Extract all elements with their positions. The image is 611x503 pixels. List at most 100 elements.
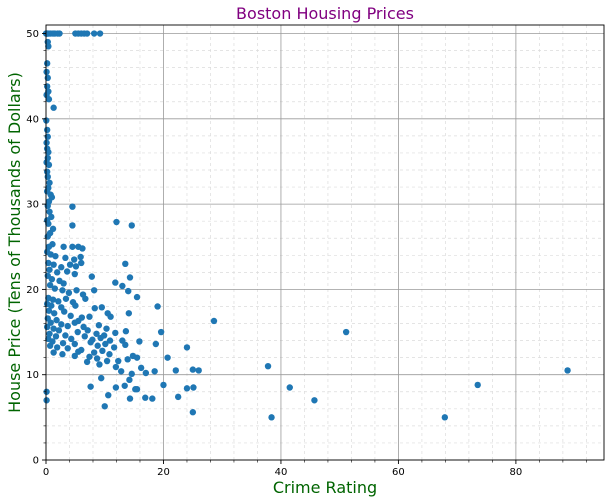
- data-point: [112, 363, 120, 371]
- data-point: [50, 104, 57, 111]
- data-point: [149, 395, 156, 402]
- data-point: [128, 222, 135, 229]
- data-point: [75, 348, 82, 355]
- y-axis: 0 10 20 30 40 50: [26, 29, 46, 467]
- data-point: [78, 259, 85, 267]
- data-point: [90, 349, 98, 356]
- data-point: [564, 367, 571, 374]
- data-point: [67, 312, 74, 320]
- data-point: [52, 252, 59, 260]
- data-point: [286, 384, 293, 391]
- data-point: [71, 352, 78, 360]
- data-point: [72, 302, 79, 309]
- data-point: [45, 148, 52, 156]
- data-point: [105, 391, 112, 399]
- x-tick-label: 20: [157, 467, 170, 478]
- data-point: [311, 397, 318, 404]
- data-point: [66, 261, 74, 268]
- data-point: [90, 287, 98, 294]
- data-point: [183, 344, 191, 351]
- data-point: [53, 269, 61, 276]
- data-point: [55, 298, 62, 305]
- data-point: [133, 293, 141, 301]
- data-point: [95, 322, 103, 329]
- data-point: [126, 395, 134, 402]
- data-point: [70, 256, 78, 263]
- data-point: [43, 388, 50, 395]
- data-point: [74, 328, 81, 336]
- data-point: [133, 354, 141, 361]
- data-point: [50, 261, 57, 268]
- data-point: [60, 243, 67, 250]
- data-point: [63, 268, 71, 275]
- x-tick-label: 0: [43, 467, 49, 478]
- data-point: [96, 30, 104, 37]
- y-tick-label: 40: [26, 114, 39, 125]
- data-point: [115, 357, 122, 365]
- data-point: [51, 285, 59, 292]
- data-point: [43, 323, 51, 331]
- y-tick-label: 20: [26, 285, 39, 296]
- data-point: [45, 96, 53, 103]
- data-point: [56, 30, 63, 37]
- data-point: [46, 342, 54, 349]
- data-point: [45, 161, 53, 169]
- data-point: [119, 282, 126, 290]
- data-points: [42, 30, 571, 421]
- data-point: [106, 337, 114, 344]
- data-point: [102, 340, 109, 348]
- data-point: [43, 126, 51, 134]
- data-point: [83, 358, 91, 366]
- data-point: [98, 374, 105, 382]
- data-point: [69, 222, 76, 229]
- data-point: [107, 313, 114, 320]
- data-point: [103, 357, 111, 365]
- data-point: [81, 333, 88, 340]
- data-point: [126, 274, 134, 281]
- data-point: [82, 295, 89, 302]
- data-point: [97, 334, 104, 342]
- data-point: [164, 354, 171, 361]
- data-point: [189, 366, 197, 373]
- data-point: [55, 327, 63, 334]
- data-point: [45, 43, 52, 50]
- x-axis: 0 20 40 60 80: [43, 460, 587, 478]
- x-tick-label: 40: [275, 467, 288, 478]
- data-point: [99, 347, 106, 355]
- data-point: [58, 321, 65, 328]
- data-point: [45, 243, 53, 250]
- data-point: [137, 364, 145, 372]
- data-point: [62, 254, 69, 262]
- data-point: [122, 341, 129, 349]
- data-point: [45, 307, 53, 314]
- data-point: [72, 263, 80, 270]
- data-point: [87, 339, 94, 346]
- data-point: [58, 264, 65, 271]
- data-point: [62, 332, 69, 339]
- data-point: [113, 218, 120, 226]
- data-point: [44, 233, 51, 240]
- data-point: [87, 383, 94, 390]
- data-point: [86, 353, 93, 360]
- data-point: [44, 173, 51, 181]
- chart-title: Boston Housing Prices: [236, 4, 414, 23]
- data-point: [474, 381, 481, 389]
- data-point: [125, 310, 133, 317]
- data-point: [88, 273, 96, 280]
- data-point: [86, 313, 93, 320]
- data-point: [43, 68, 50, 76]
- data-point: [65, 289, 73, 297]
- data-point: [53, 344, 61, 351]
- minor-grid: [46, 25, 604, 460]
- data-point: [157, 328, 165, 336]
- data-point: [59, 351, 66, 358]
- data-point: [128, 370, 135, 378]
- data-point: [174, 393, 182, 401]
- data-point: [142, 369, 150, 377]
- data-point: [160, 381, 167, 389]
- x-tick-label: 80: [510, 467, 523, 478]
- data-point: [45, 259, 52, 267]
- data-point: [136, 338, 143, 345]
- data-point: [71, 319, 78, 326]
